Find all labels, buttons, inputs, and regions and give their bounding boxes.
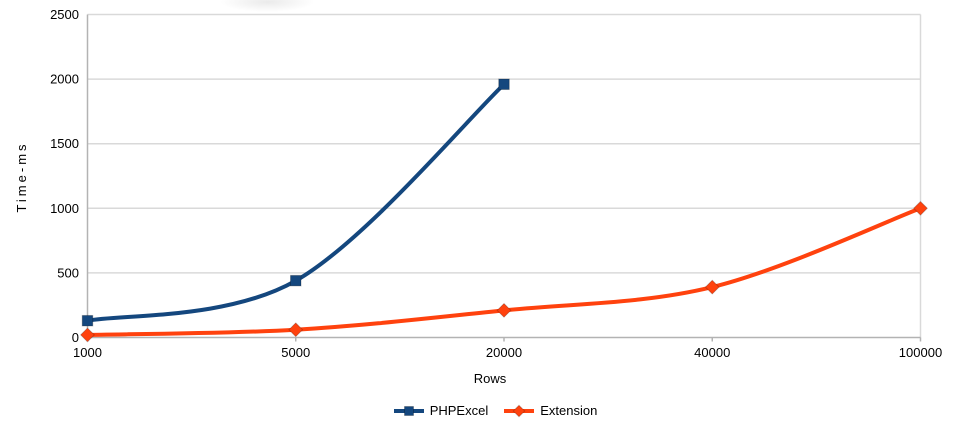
y-tick-label-1000: 1000 [50,201,79,216]
legend-label-phpexcel: PHPExcel [429,403,489,418]
top-edge-artifact [220,0,315,12]
y-tick-label-500: 500 [57,265,79,280]
data-point-extension-20000 [496,302,512,318]
x-tick-label-1000: 1000 [73,345,102,360]
y-axis-title: Time-ms [14,141,29,213]
legend-marker-shape [512,404,526,417]
data-point-phpexcel-5000 [290,274,302,287]
x-tick-label-40000: 40000 [694,345,730,360]
legend-marker-extension [504,404,535,417]
x-tick-label-20000: 20000 [486,345,522,360]
data-point-extension-40000 [704,279,720,295]
series-extension [79,200,929,343]
data-point-extension-1000 [79,327,96,343]
legend-item-extension: Extension [503,403,597,418]
y-tick-label-2500: 2500 [50,7,79,22]
legend: PHPExcel Extension [0,403,957,418]
series-line-phpexcel [85,82,506,323]
x-tick-label-100000: 100000 [899,345,942,360]
series-phpexcel [81,78,510,327]
y-tick-label-2000: 2000 [50,72,79,87]
legend-marker-phpexcel [393,405,424,416]
data-point-extension-5000 [288,322,304,338]
x-axis-title: Rows [473,371,507,386]
y-tick-label-1500: 1500 [50,136,79,151]
x-tick-label-5000: 5000 [281,345,310,360]
y-tick-label-0: 0 [72,330,79,345]
legend-label-extension: Extension [540,403,598,418]
data-point-phpexcel-1000 [81,314,94,327]
data-point-extension-100000 [912,200,929,216]
data-point-phpexcel-20000 [498,78,510,91]
legend-item-phpexcel: PHPExcel [393,403,489,418]
legend-marker-shape [403,405,414,416]
